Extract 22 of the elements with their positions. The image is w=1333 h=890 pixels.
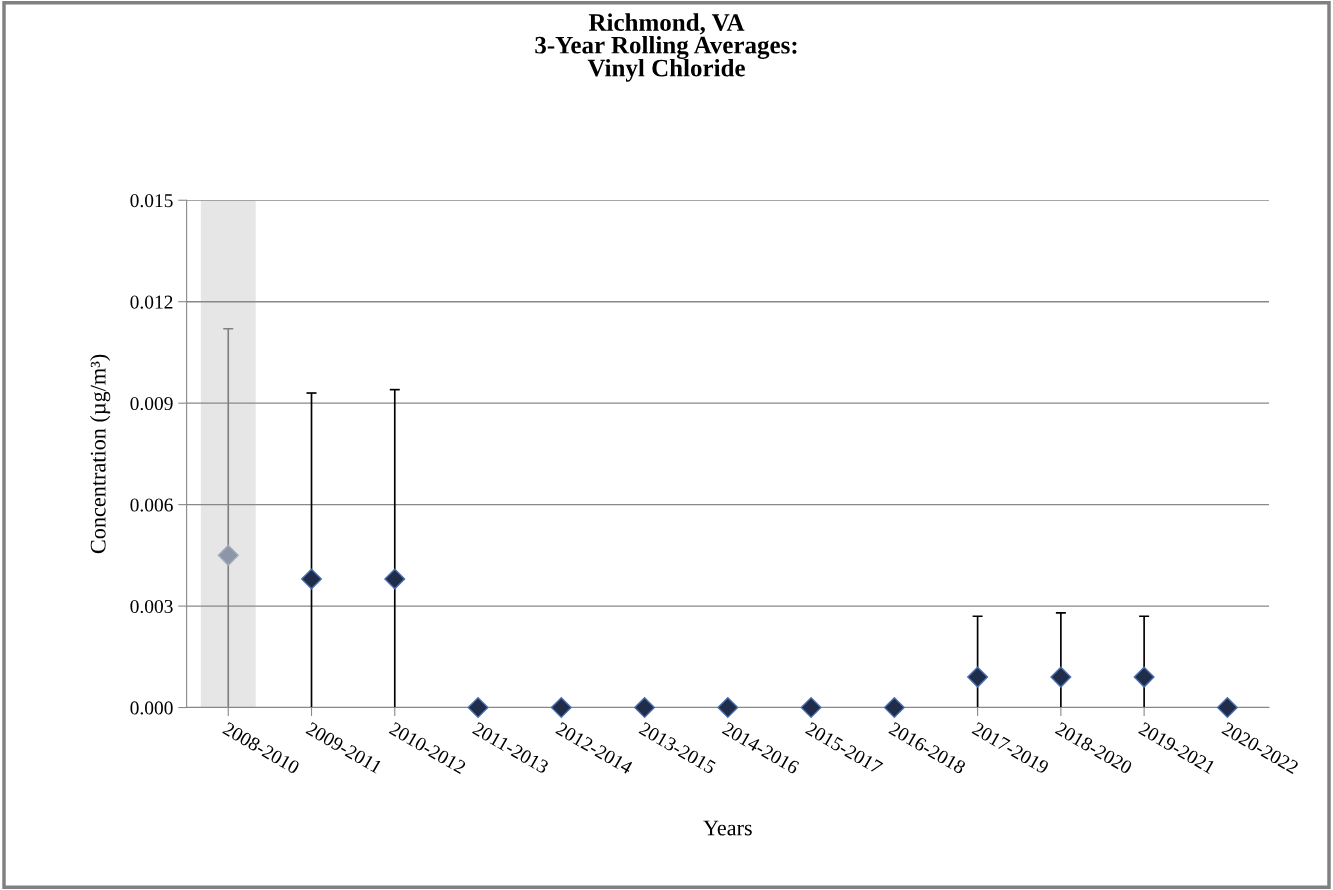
y-tick-label: 0.003 <box>130 599 173 614</box>
y-tick-label: 0.009 <box>130 396 173 411</box>
point <box>717 697 739 719</box>
point <box>1050 666 1072 688</box>
point <box>1133 666 1155 688</box>
chart-title: Richmond, VA 3-Year Rolling Averages: Vinyl Chloride <box>535 13 797 82</box>
point <box>300 568 323 590</box>
point <box>467 697 489 719</box>
y-tick-label: 0.012 <box>130 295 173 309</box>
point <box>384 568 406 590</box>
point <box>883 697 905 719</box>
y-tick-label: 0.015 <box>130 194 173 208</box>
y-tick-label: 0.000 <box>130 701 173 715</box>
point <box>1216 697 1238 719</box>
y-tick-label: 0.006 <box>130 498 173 512</box>
x-axis-title: Years <box>703 820 752 836</box>
point <box>550 697 572 719</box>
point <box>217 544 239 566</box>
point <box>634 697 656 719</box>
point <box>800 697 822 719</box>
point <box>967 666 989 688</box>
y-axis-title: Concentration (µg/m³) <box>90 354 111 554</box>
